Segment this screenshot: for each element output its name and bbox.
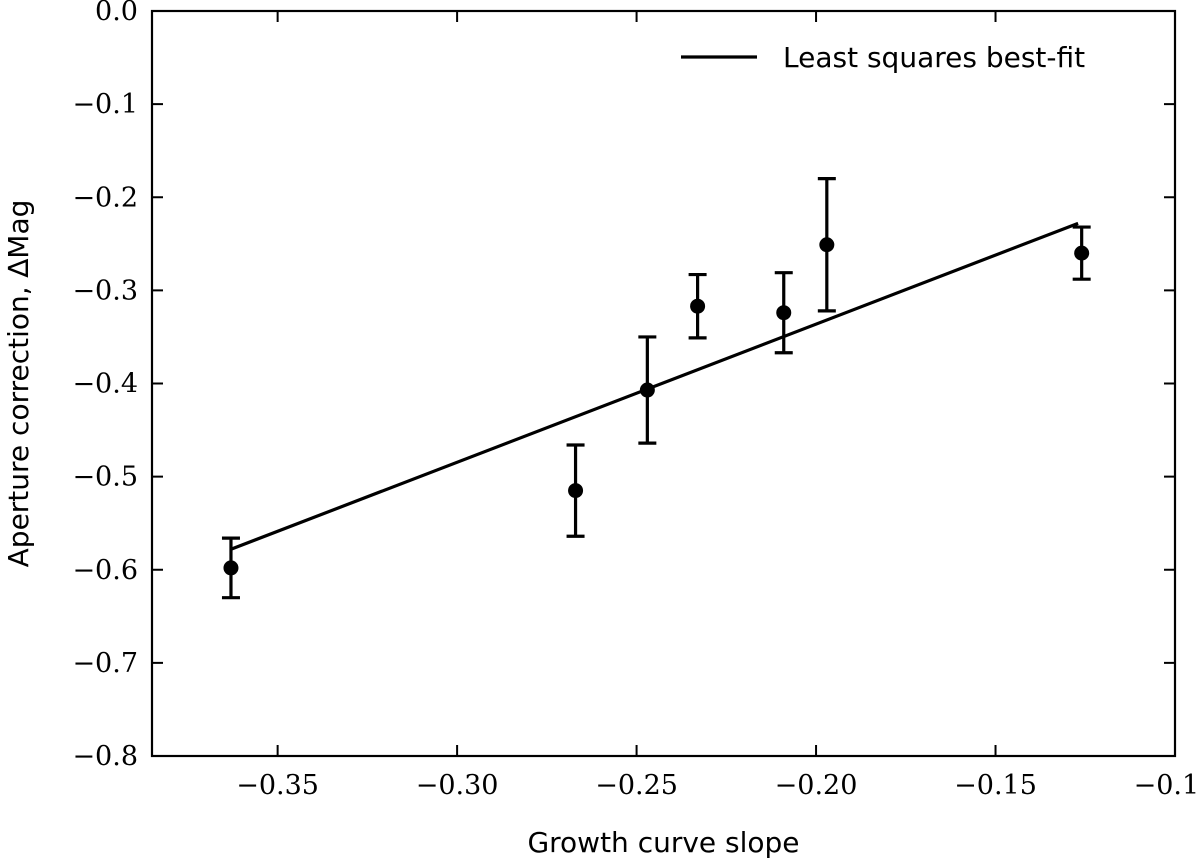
fit-layer xyxy=(230,221,1079,551)
data-point-group xyxy=(638,335,657,445)
y-tick-label: −0.6 xyxy=(72,555,138,586)
y-tick-label: −0.1 xyxy=(72,89,138,120)
data-point xyxy=(776,305,792,321)
y-tick-label: −0.4 xyxy=(72,369,138,400)
data-point-group xyxy=(817,177,836,313)
x-tick-label: −0.15 xyxy=(954,770,1037,801)
data-point-group xyxy=(688,272,707,340)
x-axis-label: Growth curve slope xyxy=(527,826,799,859)
ticks-layer: −0.35 −0.30 −0.25 −0.20 −0.15 −0.10 0.0 −0.1 −0.… xyxy=(72,0,1200,801)
y-tick-label: −0.5 xyxy=(72,462,138,493)
legend: Least squares best-fit xyxy=(681,41,1085,74)
data-point xyxy=(223,560,239,576)
y-tick-label: −0.2 xyxy=(72,182,138,213)
x-tick-label: −0.20 xyxy=(775,770,858,801)
data-point-group xyxy=(1072,225,1091,281)
data-point xyxy=(568,483,584,499)
y-tick-label: −0.3 xyxy=(72,275,138,306)
y-tick-label: 0.0 xyxy=(95,0,138,27)
data-point xyxy=(690,298,706,314)
data-point-group xyxy=(221,536,240,600)
legend-label: Least squares best-fit xyxy=(783,41,1085,74)
x-tick-label: −0.10 xyxy=(1134,770,1200,801)
y-tick-label: −0.8 xyxy=(72,741,138,772)
fit-line xyxy=(230,221,1079,551)
data-point xyxy=(639,382,655,398)
x-tick-label: −0.30 xyxy=(416,770,499,801)
x-tick-label: −0.35 xyxy=(236,770,319,801)
data-point xyxy=(1074,245,1090,261)
data-point xyxy=(819,237,835,253)
y-tick-label: −0.7 xyxy=(72,648,138,679)
x-tick-label: −0.25 xyxy=(595,770,678,801)
y-axis-label: Aperture correction, ∆Mag xyxy=(2,200,35,568)
data-point-group xyxy=(774,271,793,355)
data-point-group xyxy=(566,443,585,538)
points-layer xyxy=(221,177,1091,600)
